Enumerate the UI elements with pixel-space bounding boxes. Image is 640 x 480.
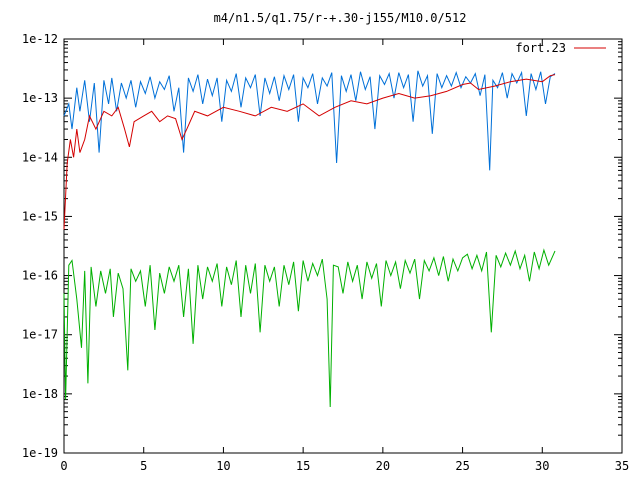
series-line-2 (63, 248, 556, 408)
x-tick-label: 0 (60, 459, 67, 473)
series-line-fort-23 (63, 74, 556, 230)
x-tick-label: 30 (535, 459, 549, 473)
x-tick-label: 10 (216, 459, 230, 473)
y-tick-label: 1e-16 (22, 269, 58, 283)
y-tick-label: 1e-13 (22, 91, 58, 105)
chart-title: m4/n1.5/q1.75/r-+.30-j155/M10.0/512 (214, 11, 467, 25)
legend-label: fort.23 (515, 41, 566, 55)
y-tick-label: 1e-14 (22, 150, 58, 164)
x-tick-label: 5 (140, 459, 147, 473)
legend: fort.23 (515, 41, 606, 55)
series-layer (63, 70, 556, 408)
series-line-1 (63, 70, 556, 171)
y-tick-label: 1e-15 (22, 209, 58, 223)
x-tick-label: 25 (455, 459, 469, 473)
x-tick-label: 20 (376, 459, 390, 473)
x-tick-label: 15 (296, 459, 310, 473)
y-tick-label: 1e-17 (22, 328, 58, 342)
plot-frame (63, 38, 623, 454)
x-tick-label: 35 (615, 459, 629, 473)
y-tick-label: 1e-19 (22, 446, 58, 460)
y-tick-label: 1e-18 (22, 387, 58, 401)
y-tick-label: 1e-12 (22, 32, 58, 46)
axes-group: 0 5 10 15 20 25 30 35 1e-19 1e-18 1e-17 1e-16 1e-15 1… (22, 32, 629, 473)
